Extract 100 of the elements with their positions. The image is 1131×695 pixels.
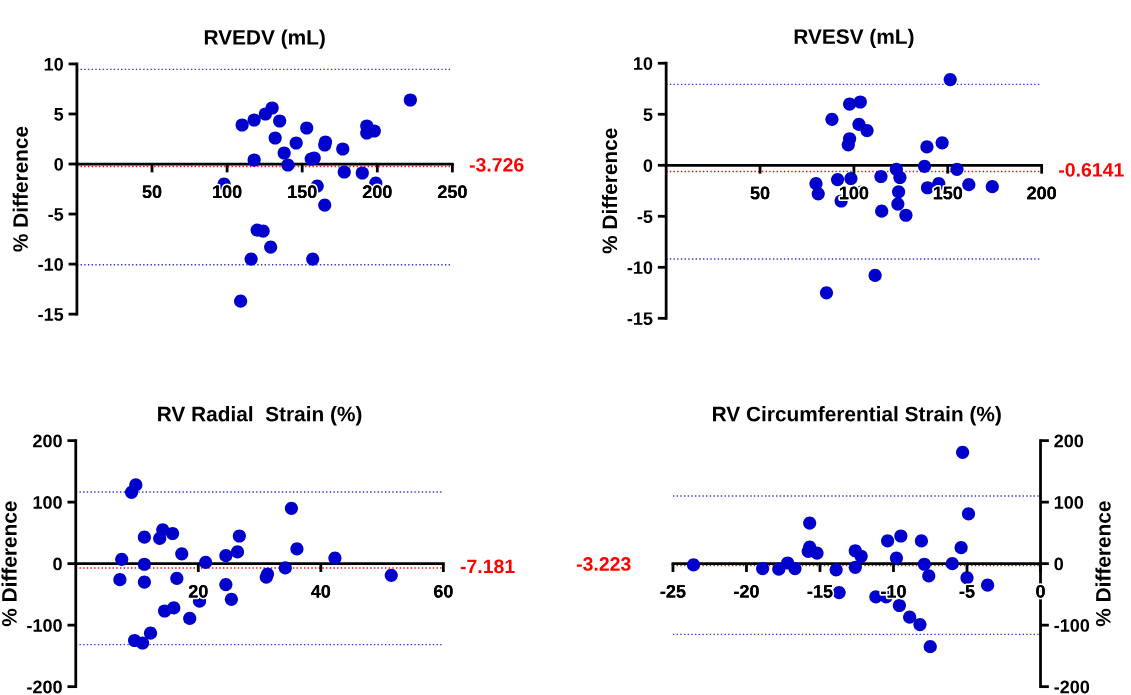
y-axis-title: % Difference [12, 126, 28, 252]
point [219, 549, 233, 563]
point [874, 169, 888, 184]
point [129, 478, 143, 492]
y2-tick-label: 200 [1054, 434, 1084, 448]
point [848, 560, 862, 574]
x-tick-label: -10 [881, 584, 906, 598]
point [384, 568, 398, 582]
point [920, 140, 934, 154]
chart-title: RVEDV (mL) [204, 29, 325, 49]
point [403, 93, 417, 107]
x-tick-label: 200 [362, 185, 392, 199]
point [137, 575, 151, 589]
y2-axis-title: % Difference [1095, 501, 1111, 627]
y-tick-label: -100 [27, 619, 62, 632]
point [244, 252, 258, 266]
y2-tick-label: -100 [1054, 619, 1090, 632]
point [170, 571, 184, 585]
point [247, 153, 261, 167]
ref-line-label: -3.223 [576, 557, 631, 571]
point [889, 551, 904, 565]
y-tick-label: 10 [44, 57, 63, 71]
point [337, 165, 351, 179]
point [810, 546, 824, 560]
point [290, 542, 304, 556]
y-tick-label: 10 [634, 57, 653, 70]
point [961, 507, 976, 521]
y-tick-label: 0 [53, 557, 62, 571]
point [355, 166, 369, 180]
point [811, 187, 825, 201]
point [881, 534, 895, 548]
point [893, 170, 907, 185]
y-tick-label: 200 [33, 434, 62, 448]
point [899, 208, 913, 222]
point [860, 123, 874, 138]
point [956, 445, 970, 459]
point [923, 640, 937, 654]
ref-line-label: -7.181 [460, 559, 515, 574]
point [265, 101, 279, 115]
point [803, 516, 817, 530]
x-tick-label: 50 [142, 185, 162, 199]
point [219, 577, 233, 592]
text: -3.726 [469, 157, 524, 172]
y-tick-label: 0 [643, 159, 653, 172]
chart-title: RVESV (mL) [794, 28, 914, 49]
point [985, 180, 999, 194]
point [165, 526, 180, 541]
point [875, 204, 889, 218]
point [935, 136, 949, 150]
point [943, 72, 957, 87]
x-tick-label: 150 [933, 186, 963, 200]
point [756, 561, 770, 576]
y2-tick-label: -200 [1054, 680, 1090, 694]
point [917, 557, 931, 571]
ref-line-label: -0.6141 [1059, 162, 1124, 177]
x-tick-label: -5 [959, 585, 975, 598]
point [268, 131, 282, 145]
point [143, 626, 158, 640]
point [175, 547, 189, 561]
x-tick-label: -25 [660, 584, 686, 598]
point [137, 557, 151, 571]
point [224, 592, 238, 606]
x-tick-label: 100 [213, 185, 242, 199]
x-tick-label: 200 [1027, 186, 1056, 200]
point [825, 112, 839, 126]
point [832, 585, 846, 600]
point [135, 636, 150, 650]
y-tick-label: -200 [27, 680, 62, 694]
y-tick-label: -10 [38, 258, 63, 271]
point [115, 552, 129, 566]
y-tick-label: 5 [643, 108, 653, 121]
point [278, 561, 292, 575]
point [273, 114, 287, 128]
point [844, 171, 858, 186]
point [686, 558, 701, 572]
x-tick-label: 20 [188, 584, 208, 598]
y-tick-label: 5 [54, 108, 64, 121]
point [328, 551, 342, 565]
point [913, 617, 927, 632]
y-tick-label: -5 [48, 208, 64, 221]
x-tick-label: 40 [311, 584, 331, 598]
point [247, 113, 261, 127]
point [167, 601, 181, 615]
point [830, 172, 845, 187]
point [284, 501, 299, 515]
y-tick-label: -5 [637, 210, 653, 223]
point [336, 142, 350, 156]
point [954, 541, 968, 555]
point [318, 198, 332, 212]
y-tick-label: -15 [627, 312, 653, 326]
point [277, 146, 291, 160]
point [894, 529, 908, 543]
point [903, 610, 917, 624]
point [183, 611, 197, 625]
point [960, 571, 974, 585]
point [843, 97, 857, 111]
y-axis-title: % Difference [1, 501, 17, 627]
y-tick-label: -10 [627, 261, 653, 275]
point [300, 121, 314, 135]
point [829, 563, 843, 577]
